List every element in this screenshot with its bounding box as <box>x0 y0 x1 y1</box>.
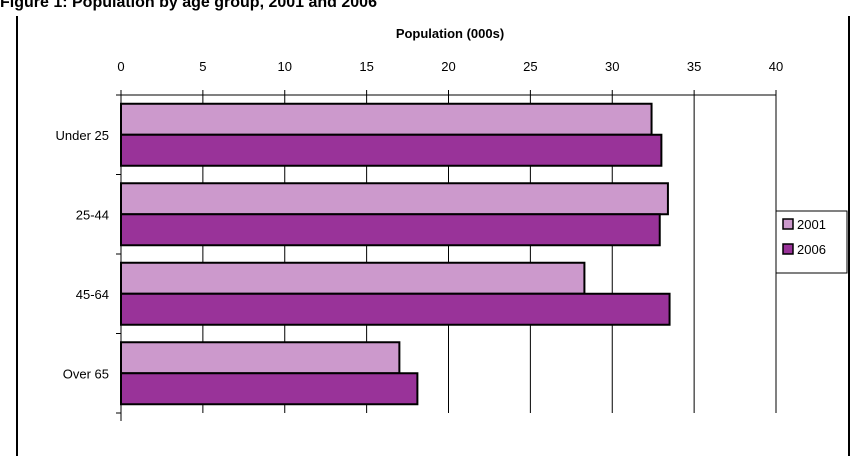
category-label: Over 65 <box>63 366 109 381</box>
bar-2001-45-64 <box>120 261 586 295</box>
chart-frame <box>16 16 850 456</box>
bar-2006-under-25 <box>120 133 663 167</box>
category-label: 45-64 <box>76 287 109 302</box>
axes: 0 5 10 15 20 25 30 35 40 Under 25 25-44 45-64 Over 6… <box>56 59 783 421</box>
legend-label-2001: 2001 <box>797 217 826 232</box>
x-tick-label: 15 <box>359 59 373 74</box>
x-tick-label: 0 <box>117 59 124 74</box>
bar-2001-25-44 <box>120 182 669 216</box>
legend-swatch-2001 <box>782 218 794 230</box>
x-tick-label: 20 <box>441 59 455 74</box>
legend-swatch-2006 <box>782 243 794 255</box>
x-axis-title: Population (000s) <box>396 26 504 41</box>
x-tick-label: 30 <box>605 59 619 74</box>
category-label: Under 25 <box>56 128 109 143</box>
legend: 2001 2006 <box>775 210 848 274</box>
page-title: Figure 1: Population by age group, 2001 … <box>0 0 377 11</box>
x-tick-label: 10 <box>278 59 292 74</box>
bar-2001-over-65 <box>120 341 401 375</box>
x-tick-label: 40 <box>769 59 783 74</box>
bar-2001-under-25 <box>120 102 653 136</box>
legend-label-2006: 2006 <box>797 242 826 257</box>
bars <box>120 102 671 406</box>
category-label: 25-44 <box>76 207 109 222</box>
bar-2006-over-65 <box>120 372 419 406</box>
x-tick-label: 5 <box>199 59 206 74</box>
x-tick-label: 25 <box>523 59 537 74</box>
bar-2006-25-44 <box>120 213 661 247</box>
bar-2006-45-64 <box>120 292 671 326</box>
x-tick-label: 35 <box>687 59 701 74</box>
